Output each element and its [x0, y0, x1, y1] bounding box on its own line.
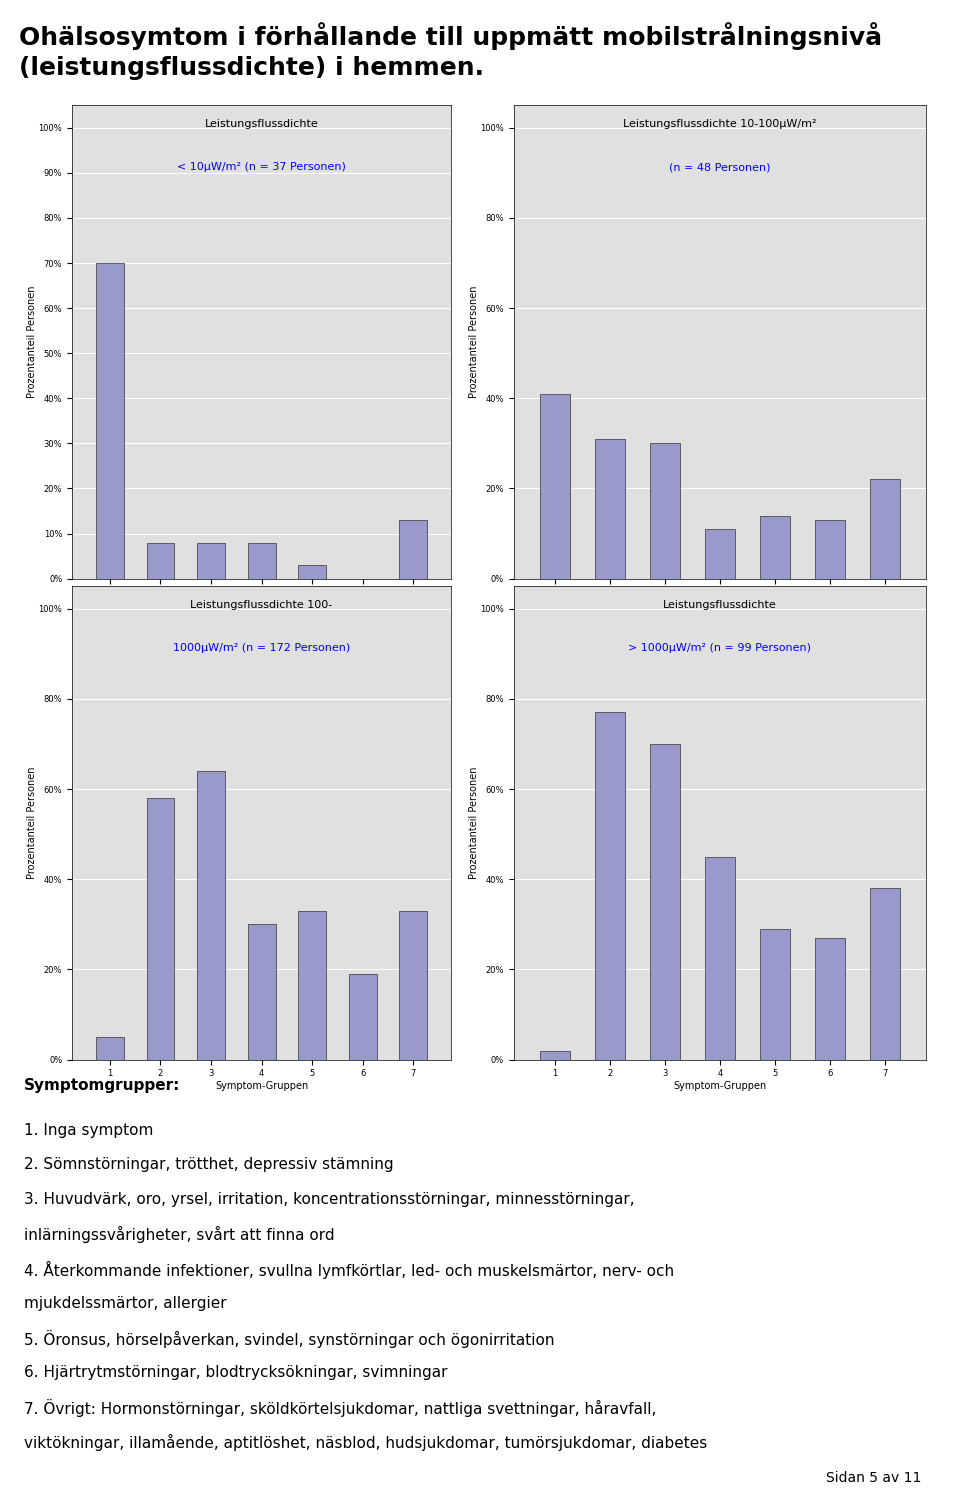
Bar	[299, 911, 326, 1060]
Text: viktökningar, illamående, aptitlöshet, näsblod, hudsjukdomar, tumörsjukdomar, di: viktökningar, illamående, aptitlöshet, n…	[24, 1434, 708, 1450]
Text: > 1000μW/m² (n = 99 Personen): > 1000μW/m² (n = 99 Personen)	[629, 643, 811, 652]
Bar	[705, 857, 735, 1060]
Text: 3. Huvudvärk, oro, yrsel, irritation, koncentrationsstörningar, minnesstörningar: 3. Huvudvärk, oro, yrsel, irritation, ko…	[24, 1192, 635, 1207]
X-axis label: Symptom-Gruppen: Symptom-Gruppen	[673, 600, 767, 610]
Bar	[595, 712, 625, 1060]
Text: Leistungsflussdichte 10-100μW/m²: Leistungsflussdichte 10-100μW/m²	[623, 119, 817, 129]
Bar	[96, 1037, 124, 1060]
Y-axis label: Prozentanteil Personen: Prozentanteil Personen	[468, 286, 479, 398]
Bar	[248, 543, 276, 579]
Text: Leistungsflussdichte 100-: Leistungsflussdichte 100-	[190, 600, 333, 610]
X-axis label: Symptom-Gruppen: Symptom-Gruppen	[215, 1081, 308, 1091]
Bar	[348, 974, 376, 1060]
Bar	[650, 443, 680, 579]
Text: (leistungsflussdichte) i hemmen.: (leistungsflussdichte) i hemmen.	[19, 56, 484, 80]
Bar	[705, 529, 735, 579]
Bar	[540, 394, 570, 579]
Text: Leistungsflussdichte: Leistungsflussdichte	[204, 119, 319, 129]
Y-axis label: Prozentanteil Personen: Prozentanteil Personen	[27, 767, 37, 879]
Bar	[299, 565, 326, 579]
Text: 5. Öronsus, hörselpåverkan, svindel, synstörningar och ögonirritation: 5. Öronsus, hörselpåverkan, svindel, syn…	[24, 1330, 555, 1348]
X-axis label: Symptom-Gruppen: Symptom-Gruppen	[215, 600, 308, 610]
Text: (n = 48 Personen): (n = 48 Personen)	[669, 162, 771, 171]
Bar	[870, 479, 900, 579]
Y-axis label: Prozentanteil Personen: Prozentanteil Personen	[468, 767, 479, 879]
Bar	[595, 439, 625, 579]
X-axis label: Symptom-Gruppen: Symptom-Gruppen	[673, 1081, 767, 1091]
Bar	[399, 911, 427, 1060]
Bar	[96, 263, 124, 579]
Text: < 10μW/m² (n = 37 Personen): < 10μW/m² (n = 37 Personen)	[178, 162, 346, 171]
Text: mjukdelssmärtor, allergier: mjukdelssmärtor, allergier	[24, 1296, 227, 1311]
Bar	[650, 744, 680, 1060]
Text: 4. Återkommande infektioner, svullna lymfkörtlar, led- och muskelsmärtor, nerv- : 4. Återkommande infektioner, svullna lym…	[24, 1261, 674, 1279]
Text: 1. Inga symptom: 1. Inga symptom	[24, 1123, 154, 1138]
Text: Sidan 5 av 11: Sidan 5 av 11	[827, 1471, 922, 1485]
Bar	[760, 929, 790, 1060]
Text: Ohälsosymtom i förhållande till uppmätt mobilstrålningsnivå: Ohälsosymtom i förhållande till uppmätt …	[19, 23, 882, 51]
Text: Leistungsflussdichte: Leistungsflussdichte	[663, 600, 777, 610]
Bar	[399, 520, 427, 579]
Bar	[147, 543, 175, 579]
Text: 6. Hjärtrytmstörningar, blodtrycksökningar, svimningar: 6. Hjärtrytmstörningar, blodtrycksökning…	[24, 1365, 447, 1380]
Bar	[540, 1051, 570, 1060]
Bar	[248, 924, 276, 1060]
Text: inlärningssvårigheter, svårt att finna ord: inlärningssvårigheter, svårt att finna o…	[24, 1226, 335, 1243]
Bar	[815, 520, 845, 579]
Bar	[815, 938, 845, 1060]
Text: Symptomgrupper:: Symptomgrupper:	[24, 1078, 180, 1093]
Bar	[760, 516, 790, 579]
Text: 7. Övrigt: Hormonstörningar, sköldkörtelsjukdomar, nattliga svettningar, håravfa: 7. Övrigt: Hormonstörningar, sköldkörtel…	[24, 1399, 657, 1417]
Bar	[197, 543, 225, 579]
Bar	[870, 888, 900, 1060]
Bar	[197, 771, 225, 1060]
Bar	[147, 798, 175, 1060]
Text: 1000μW/m² (n = 172 Personen): 1000μW/m² (n = 172 Personen)	[173, 643, 350, 652]
Text: 2. Sömnstörningar, trötthet, depressiv stämning: 2. Sömnstörningar, trötthet, depressiv s…	[24, 1157, 394, 1172]
Y-axis label: Prozentanteil Personen: Prozentanteil Personen	[27, 286, 37, 398]
